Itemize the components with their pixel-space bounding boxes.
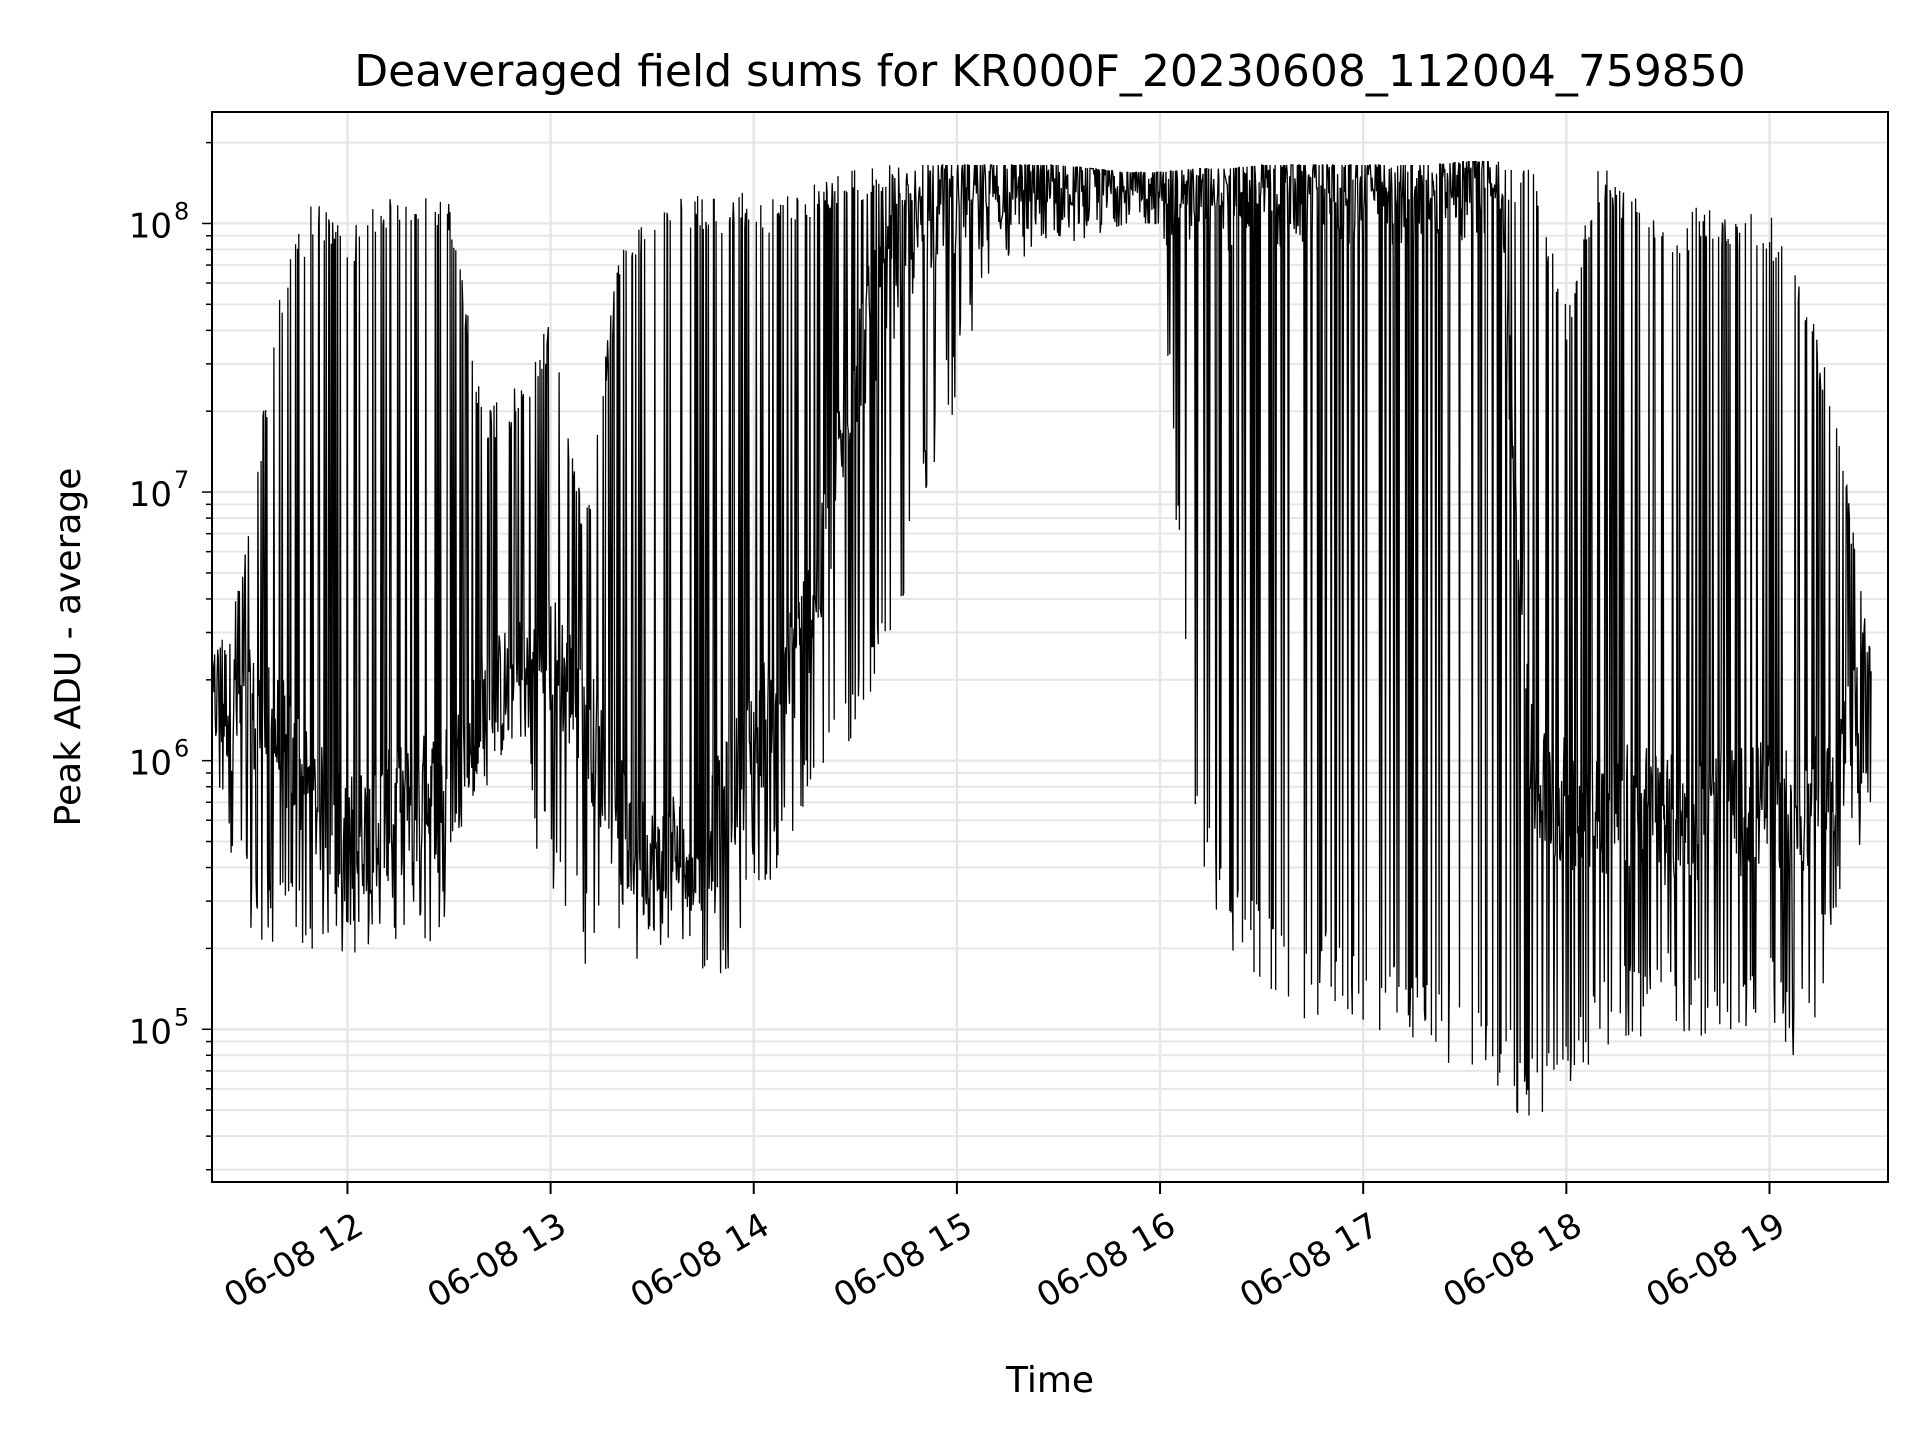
chart-title: Deaveraged field sums for KR000F_2023060… — [354, 46, 1746, 97]
x-axis-label: Time — [1005, 1360, 1094, 1401]
y-tick-label: 10 — [129, 1012, 172, 1052]
y-tick-exponent: 8 — [174, 197, 189, 225]
plot-frame — [211, 111, 1889, 1183]
y-tick-label: 10 — [129, 206, 172, 246]
series-group — [211, 160, 1872, 1116]
y-tick-label: 10 — [129, 475, 172, 515]
y-tick-exponent: 5 — [174, 1003, 189, 1031]
y-tick-exponent: 6 — [174, 735, 189, 763]
y-tick-exponent: 7 — [174, 466, 189, 494]
y-tick-label: 10 — [129, 744, 172, 784]
series-line — [211, 160, 1872, 1116]
y-axis-label: Peak ADU - average — [48, 468, 89, 827]
